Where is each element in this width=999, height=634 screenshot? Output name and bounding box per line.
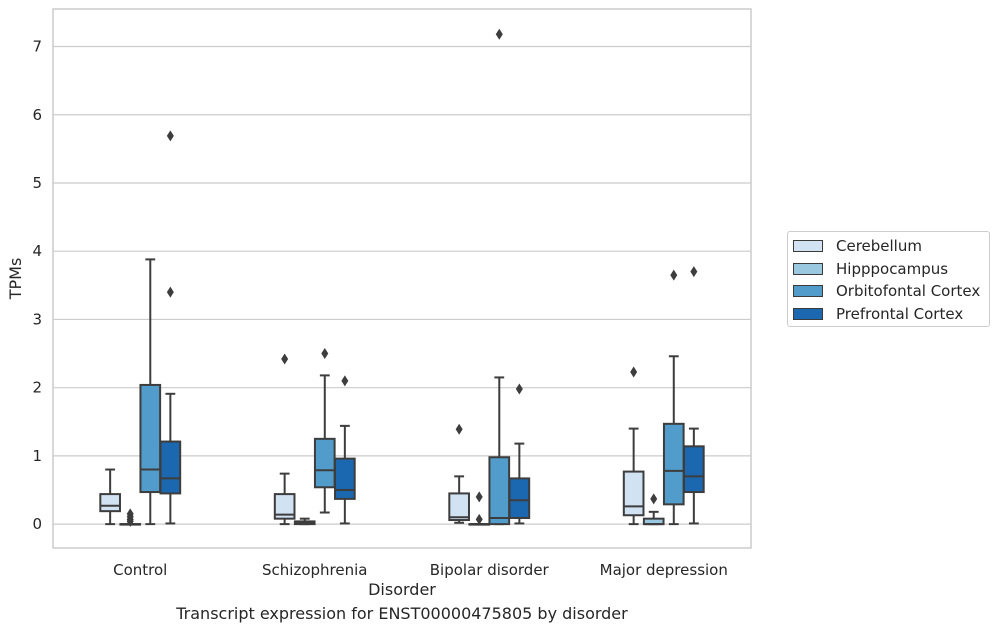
box-1-1	[293, 517, 316, 526]
legend-item: Hipppocampus	[788, 258, 989, 281]
legend-swatch	[793, 285, 823, 298]
x-tick-label: Schizophrenia	[262, 561, 367, 579]
box-iqr	[508, 477, 531, 519]
x-tick-labels: Control Schizophrenia Bipolar disorder Majo…	[113, 561, 728, 579]
box-iqr	[99, 493, 121, 513]
outlier-marker	[630, 366, 638, 378]
box-0-2	[448, 423, 470, 524]
legend-swatch	[793, 262, 823, 275]
x-axis-label: Disorder	[368, 580, 436, 599]
legend: Cerebellum Hipppocampus Orbitofontal Cor…	[787, 231, 990, 327]
box-1-2	[468, 491, 491, 526]
outlier-marker	[495, 28, 503, 40]
outlier-marker	[650, 493, 658, 505]
box-iqr	[273, 493, 296, 520]
outlier-marker	[166, 286, 174, 298]
box-0-1	[273, 353, 296, 526]
box-iqr	[139, 383, 162, 494]
box-iqr	[159, 440, 182, 495]
box-3-0	[159, 130, 182, 525]
y-tick-label: 6	[32, 106, 42, 124]
legend-item: Prefrontal Cortex	[788, 303, 989, 326]
box-iqr	[448, 492, 470, 522]
y-tick-labels: 0 1 2 3 4 5 6 7	[32, 38, 42, 534]
outlier-marker	[321, 348, 329, 360]
box-0-0	[99, 468, 121, 526]
box-1-3	[642, 493, 665, 526]
box-iqr	[488, 456, 511, 526]
box-iqr	[313, 437, 336, 489]
box-0-3	[622, 366, 645, 526]
box-2-1	[313, 348, 336, 514]
y-tick-label: 2	[32, 379, 42, 397]
outlier-marker	[515, 383, 523, 395]
box-2-2	[488, 28, 511, 526]
x-tick-label: Major depression	[600, 561, 728, 579]
outlier-marker	[126, 515, 134, 527]
outlier-marker	[475, 491, 483, 503]
box-3-2	[508, 383, 531, 525]
legend-item: Orbitofontal Cortex	[788, 280, 989, 303]
box-iqr	[334, 457, 356, 500]
legend-item: Cerebellum	[788, 235, 989, 258]
x-tick-label: Bipolar disorder	[430, 561, 550, 579]
legend-label: Prefrontal Cortex	[836, 304, 964, 323]
legend-swatch	[793, 307, 823, 320]
box-3-3	[683, 266, 705, 525]
legend-label: Cerebellum	[836, 237, 922, 256]
box-2-3	[662, 269, 685, 526]
legend-label: Orbitofontal Cortex	[836, 282, 981, 301]
outlier-marker	[341, 375, 349, 387]
box-3-1	[334, 375, 356, 525]
outlier-marker	[690, 266, 698, 278]
outlier-marker	[281, 353, 289, 365]
x-tick-label: Control	[113, 561, 167, 579]
y-tick-label: 5	[32, 174, 42, 192]
outlier-marker	[166, 130, 174, 142]
plot-frame	[52, 8, 752, 549]
y-tick-label: 4	[32, 242, 42, 260]
y-tick-label: 7	[32, 38, 42, 56]
y-tick-label: 3	[32, 310, 42, 328]
outlier-marker	[475, 513, 483, 525]
box-iqr	[622, 470, 645, 517]
y-tick-label: 0	[32, 515, 42, 533]
outlier-marker	[455, 423, 463, 435]
box-layer	[99, 28, 705, 527]
legend-swatch	[793, 240, 823, 253]
y-axis-label: TPMs	[6, 258, 25, 301]
outlier-marker	[670, 269, 678, 281]
box-2-0	[139, 258, 162, 526]
box-iqr	[662, 422, 685, 506]
y-tick-label: 1	[32, 447, 42, 465]
legend-label: Hipppocampus	[836, 259, 949, 278]
box-1-0	[119, 508, 142, 527]
figure-caption: Transcript expression for ENST0000047580…	[176, 604, 628, 623]
box-iqr	[683, 445, 705, 494]
